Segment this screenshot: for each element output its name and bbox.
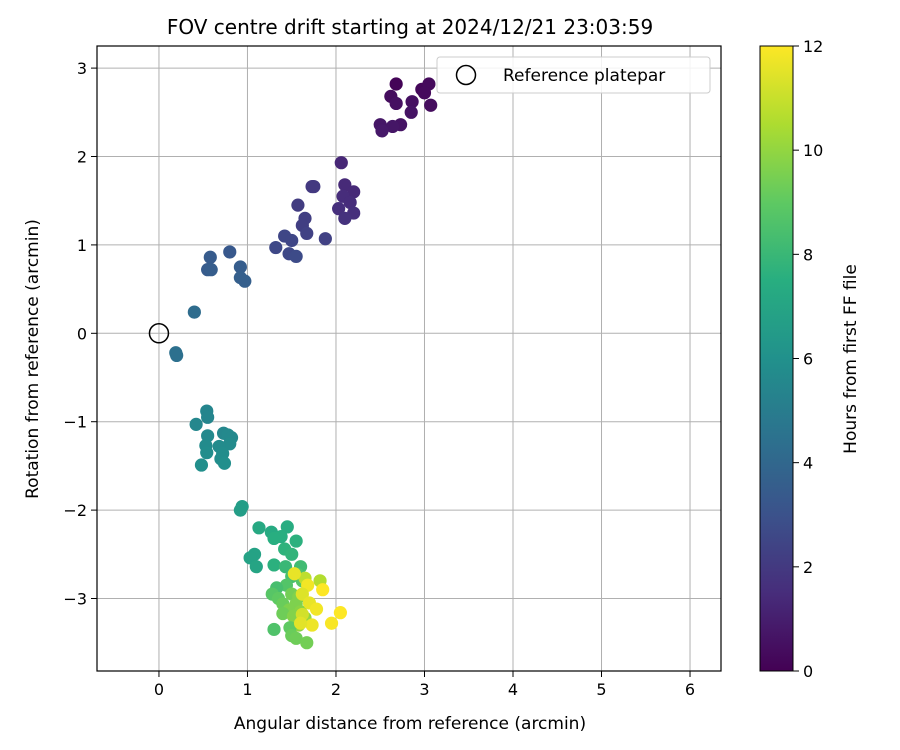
scatter-point	[203, 250, 217, 264]
x-tick-label: 3	[419, 680, 429, 699]
scatter-point	[278, 560, 293, 574]
scatter-point	[343, 195, 357, 210]
scatter-point	[233, 260, 247, 274]
scatter-point	[289, 534, 303, 548]
scatter-point	[338, 178, 352, 192]
scatter-point	[267, 622, 281, 637]
scatter-point	[170, 348, 184, 363]
plot-frame	[96, 45, 722, 672]
scatter-point	[217, 456, 232, 470]
y-tick-label: 3	[77, 59, 87, 78]
scatter-point	[201, 429, 215, 443]
chart-title: FOV centre drift starting at 2024/12/21 …	[167, 15, 653, 39]
scatter-point	[189, 417, 203, 431]
scatter-point	[223, 437, 237, 451]
scatter-point	[347, 185, 361, 199]
x-tick-label: 0	[154, 680, 164, 699]
scatter-point	[293, 616, 308, 630]
scatter-point	[333, 606, 348, 620]
scatter-point	[204, 263, 218, 277]
reference-platepar-marker	[148, 323, 170, 344]
y-axis-ticks: −3 −2 −1 0 1 2 3	[63, 59, 97, 609]
y-tick-label: 0	[77, 324, 87, 343]
scatter-point	[318, 232, 332, 246]
scatter-point	[405, 95, 419, 109]
y-axis-label: Rotation from reference (arcmin)	[23, 219, 43, 499]
scatter-point	[233, 503, 247, 517]
x-tick-label: 4	[508, 680, 518, 699]
x-tick-label: 5	[596, 680, 606, 699]
scatter-point	[200, 446, 214, 460]
scatter-point	[223, 245, 237, 259]
colorbar-tick-label: 8	[803, 245, 813, 264]
scatter-points	[169, 77, 438, 650]
scatter-point	[334, 156, 348, 170]
scatter-point	[404, 105, 418, 119]
scatter-point	[332, 202, 346, 216]
y-tick-label: −2	[63, 501, 87, 520]
colorbar-tick-label: 6	[803, 350, 813, 369]
scatter-point	[289, 631, 303, 645]
scatter-point	[424, 98, 438, 112]
y-tick-label: −3	[63, 590, 87, 609]
colorbar-tick-label: 0	[803, 662, 813, 681]
colorbar	[759, 45, 794, 672]
scatter-point	[289, 249, 303, 263]
scatter-point	[417, 86, 432, 100]
scatter-point	[187, 305, 201, 319]
colorbar-tick-label: 10	[803, 141, 823, 160]
scatter-point	[291, 198, 305, 212]
scatter-point	[305, 179, 319, 194]
scatter-point	[252, 521, 266, 535]
colorbar-tick-label: 4	[803, 454, 813, 473]
x-axis-label: Angular distance from reference (arcmin)	[234, 714, 586, 734]
scatter-point	[194, 458, 209, 472]
x-axis-ticks: 0 1 2 3 4 5 6	[154, 671, 695, 699]
legend-marker	[455, 64, 477, 86]
scatter-point	[300, 636, 314, 650]
y-tick-label: 2	[77, 148, 87, 167]
scatter-point	[280, 520, 294, 534]
scatter-point	[338, 211, 352, 225]
scatter-point	[386, 119, 400, 134]
scatter-point	[274, 530, 288, 544]
grid-lines	[97, 46, 721, 671]
scatter-point	[285, 547, 299, 561]
scatter-point	[201, 410, 215, 424]
legend-box	[436, 56, 711, 94]
scatter-point	[389, 96, 403, 111]
scatter-point	[375, 124, 389, 138]
scatter-point	[309, 602, 324, 616]
y-tick-label: 1	[77, 236, 87, 255]
x-tick-label: 6	[685, 680, 695, 699]
scatter-point	[238, 274, 252, 288]
x-tick-label: 2	[331, 680, 341, 699]
colorbar-tick-label: 12	[803, 37, 823, 56]
scatter-point	[324, 616, 339, 630]
scatter-point	[389, 77, 403, 91]
scatter-point	[269, 240, 283, 255]
scatter-point	[316, 583, 330, 597]
colorbar-tick-label: 2	[803, 558, 813, 577]
scatter-point	[305, 618, 319, 632]
scatter-point	[300, 226, 314, 241]
legend-label: Reference platepar	[503, 66, 665, 86]
scatter-point	[285, 233, 299, 248]
x-tick-label: 1	[242, 680, 252, 699]
colorbar-ticks: 0 2 4 6 8 10 12	[793, 37, 823, 681]
scatter-point	[287, 567, 301, 581]
scatter-point	[249, 560, 263, 574]
legend: Reference platepar	[436, 56, 711, 94]
scatter-point	[276, 606, 290, 621]
scatter-point	[267, 558, 281, 572]
colorbar-label: Hours from first FF file	[841, 264, 861, 454]
scatter-point	[295, 587, 309, 601]
y-tick-label: −1	[63, 413, 87, 432]
